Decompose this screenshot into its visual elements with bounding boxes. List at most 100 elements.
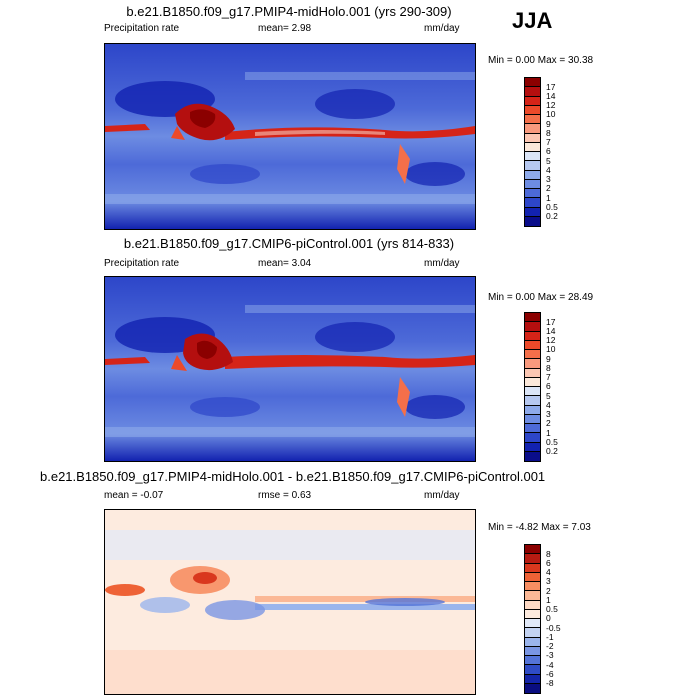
panel1-colorbar-label: 0.5 [546,201,558,212]
panel3-units: mm/day [424,490,460,501]
panel3-colorbar-label: -0.5 [546,622,561,633]
panel3-colorbar-swatch [525,609,540,619]
panel1-colorbar-label: 8 [546,127,551,138]
panel1-colorbar-swatch [525,189,540,199]
panel3-colorbar-swatch [525,591,540,601]
panel2-colorbar-swatch [525,405,540,415]
panel1-colorbar-swatch [525,161,540,171]
panel1-colorbar-swatch [525,115,540,125]
panel2-colorbar-label: 4 [546,399,551,410]
panel1-colorbar-label: 14 [546,90,556,101]
panel1-colorbar-swatch [525,96,540,106]
panel3-colorbar-swatch [525,665,540,675]
panel1-colorbar-label: 10 [546,109,556,120]
panel2-colorbar-swatch [525,313,540,323]
panel3-colorbar [524,544,541,694]
panel2-colorbar-label: 1 [546,427,551,438]
panel3-colorbar-swatch [525,545,540,555]
panel2-colorbar-label: 6 [546,381,551,392]
panel3-colorbar-swatch [525,563,540,573]
panel2-minmax: Min = 0.00 Max = 28.49 [488,292,594,303]
panel3-colorbar-swatch [525,628,540,638]
panel1-colorbar-label: 4 [546,164,551,175]
panel2-colorbar-label: 0.5 [546,436,558,447]
panel3-colorbar-swatch [525,582,540,592]
panel1-colorbar-label: 3 [546,174,551,184]
panel3-minmax: Min = -4.82 Max = 7.03 [488,522,591,533]
panel3-colorbar-label: 0.5 [546,604,558,614]
panel2-colorbar-swatch [525,451,540,461]
panel1-colorbar-swatch [525,87,540,97]
panel3-colorbar-swatch [525,646,540,656]
panel2-colorbar-swatch [525,322,540,332]
panel1-colorbar-label: 12 [546,100,556,110]
panel2-colorbar-label: 8 [546,362,551,373]
panel3-colorbar-swatch [525,656,540,666]
panel2-colorbar-swatch [525,340,540,350]
panel3-colorbar-swatch [525,674,540,684]
panel1-colorbar-swatch [525,142,540,152]
season-label: JJA [512,8,553,33]
panel1-colorbar-label: 7 [546,137,551,147]
panel2-colorbar-label: 3 [546,409,551,419]
panel2-colorbar-swatch [525,442,540,452]
panel2-colorbar-label: 7 [546,372,551,382]
panel2-colorbar-swatch [525,414,540,424]
panel3-colorbar-label: 2 [546,585,551,596]
panel2-colorbar-label: 2 [546,418,551,429]
panel1-title: b.e21.B1850.f09_g17.PMIP4-midHolo.001 (y… [126,4,452,19]
panel3-colorbar-label: 0 [546,613,551,624]
panel3-colorbar-swatch [525,637,540,647]
panel1-mean: mean= 2.98 [258,23,312,34]
panel2-colorbar-label: 17 [546,316,556,327]
panel3-mean: mean = -0.07 [104,490,164,501]
panel3-colorbar-label: -2 [546,641,554,651]
panel3-rmse: rmse = 0.63 [258,490,312,501]
panel3-colorbar-swatch [525,683,540,693]
panel3-colorbar-label: 8 [546,548,551,559]
panel1-units: mm/day [424,23,460,34]
panel1-variable-label: Precipitation rate [104,23,180,34]
panel3-colorbar-swatch [525,600,540,610]
panel1-colorbar-label: 2 [546,183,551,194]
panel3-colorbar-label: 3 [546,576,551,587]
panel1-colorbar-label: 1 [546,192,551,203]
panel3-colorbar-label: -4 [546,659,554,670]
panel2-mean: mean= 3.04 [258,258,312,269]
panel1-colorbar-swatch [525,124,540,134]
panel2-map [104,276,476,462]
panel1-colorbar-swatch [525,207,540,217]
panel2-colorbar-swatch [525,387,540,397]
panel3-colorbar-swatch [525,619,540,629]
panel3-colorbar-label: -6 [546,668,554,679]
panel3-colorbar-swatch [525,554,540,564]
panel2-colorbar-swatch [525,368,540,378]
panel1-colorbar-label: 17 [546,81,556,92]
panel1-colorbar-swatch [525,179,540,189]
panel3-colorbar-label: 1 [546,594,551,605]
panel2-colorbar-label: 5 [546,390,551,401]
panel2-colorbar-label: 14 [546,325,556,336]
panel1-colorbar-swatch [525,216,540,226]
panel2-colorbar-label: 0.2 [546,446,558,456]
panel2-variable-label: Precipitation rate [104,258,180,269]
panel2-colorbar-label: 9 [546,353,551,364]
panel1-colorbar-swatch [525,105,540,115]
panel2-colorbar-label: 12 [546,335,556,345]
panel2-title: b.e21.B1850.f09_g17.CMIP6-piControl.001 … [123,236,455,251]
panel1-colorbar-swatch [525,198,540,208]
panel3-title: b.e21.B1850.f09_g17.PMIP4-midHolo.001 - … [40,469,546,484]
panel1-colorbar [524,77,541,227]
panel1-colorbar-swatch [525,170,540,180]
panel2-colorbar-swatch [525,331,540,341]
panel2-colorbar [524,312,541,462]
panel3-colorbar-label: 4 [546,567,551,577]
panel1-colorbar-label: 0.2 [546,211,558,221]
panel2-colorbar-label: 10 [546,344,556,355]
panel1-colorbar-label: 9 [546,118,551,129]
panel1-colorbar-swatch [525,78,540,88]
panel3-colorbar-label: -1 [546,631,554,642]
panel1-colorbar-label: 5 [546,155,551,166]
panel3-colorbar-label: 6 [546,557,551,568]
panel2-colorbar-swatch [525,359,540,369]
